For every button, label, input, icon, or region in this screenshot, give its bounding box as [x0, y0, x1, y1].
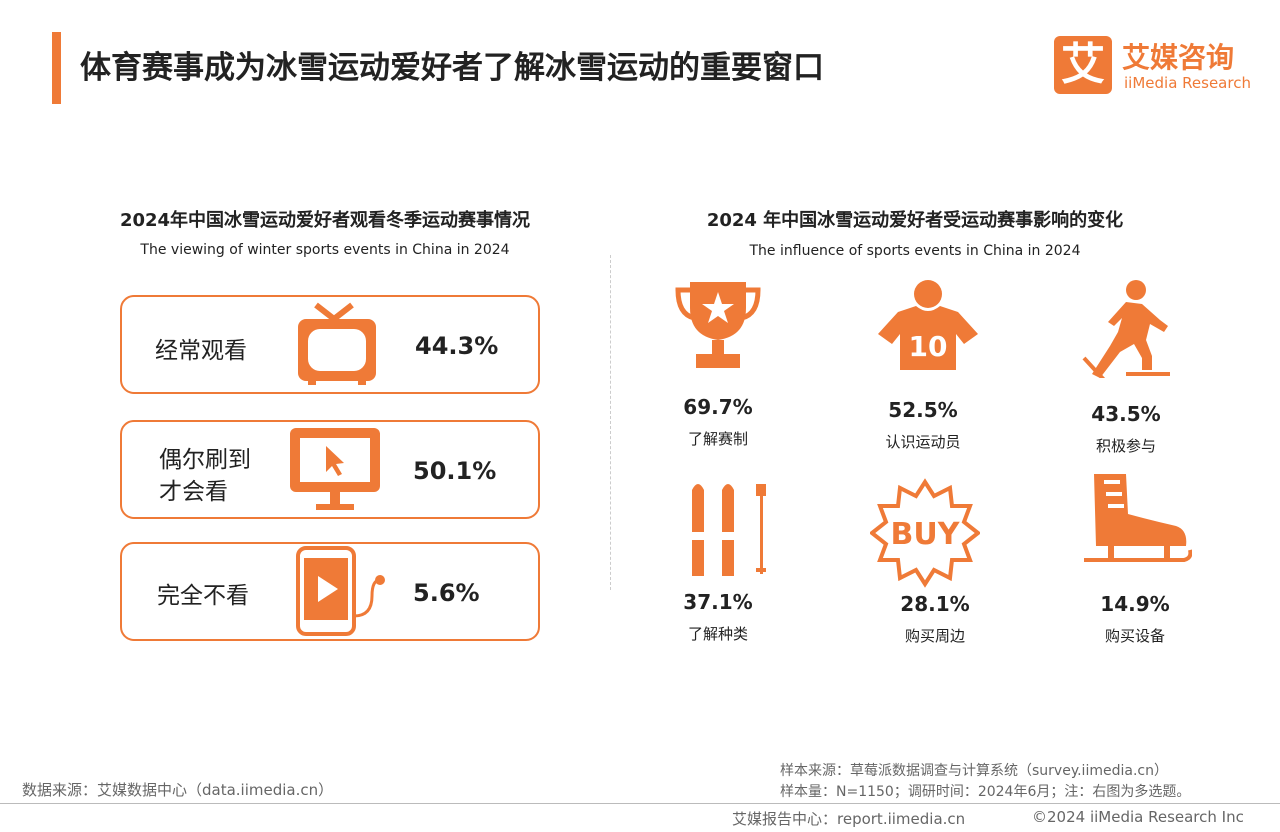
item-label: 才会看 [159, 479, 228, 505]
divider [610, 255, 611, 590]
svg-text:BUY: BUY [891, 517, 961, 552]
skate-icon [1084, 474, 1192, 562]
item-value: 37.1% [683, 590, 753, 614]
footer-line [0, 803, 1280, 804]
item-label: 了解赛制 [687, 430, 748, 448]
page-title: 体育赛事成为冰雪运动爱好者了解冰雪运动的重要窗口 [80, 50, 824, 86]
item-label: 了解种类 [687, 625, 748, 643]
item-value: 43.5% [1091, 402, 1161, 426]
item-value: 50.1% [413, 457, 497, 485]
left-title: 2024年中国冰雪运动爱好者观看冬季运动赛事情况 [119, 210, 531, 231]
jersey-icon: 10 [878, 280, 978, 370]
title-bar [52, 32, 61, 104]
copyright: ©2024 iiMedia Research Inc [1032, 808, 1244, 826]
item-label: 经常观看 [155, 338, 247, 364]
item-box: 经常观看 44.3% [120, 295, 540, 394]
ski-icon [690, 484, 766, 576]
item-label: 购买设备 [1104, 627, 1165, 645]
right-subtitle: The influence of sports events in China … [749, 243, 1081, 259]
trophy-icon [675, 282, 761, 368]
item-value: 52.5% [888, 398, 958, 422]
item-value: 44.3% [415, 332, 499, 360]
buy-icon: BUY [870, 478, 980, 588]
logo-mark: 艾 [1054, 36, 1112, 94]
item-value: 28.1% [900, 592, 970, 616]
skater-icon [1082, 280, 1170, 378]
tv-icon [298, 302, 376, 385]
logo-sub: iiMedia Research [1124, 74, 1251, 92]
item-label: 偶尔刷到 [159, 447, 251, 473]
monitor-icon [290, 428, 380, 510]
left-subtitle: The viewing of winter sports events in C… [140, 242, 510, 258]
sample-info: 样本量：N=1150；调研时间：2024年6月；注：右图为多选题。 [780, 784, 1191, 800]
item-label: 积极参与 [1095, 437, 1156, 455]
logo-name: 艾媒咨询 [1122, 41, 1235, 74]
source: 数据来源：艾媒数据中心（data.iimedia.cn） [22, 781, 334, 799]
item-box: 完全不看 5.6% [120, 542, 540, 641]
phone-icon [296, 546, 385, 636]
report-center: 艾媒报告中心：report.iimedia.cn [732, 810, 966, 828]
right-title: 2024 年中国冰雪运动爱好者受运动赛事影响的变化 [706, 210, 1124, 231]
item-box: 偶尔刷到 才会看 50.1% [120, 420, 540, 519]
item-value: 5.6% [413, 579, 480, 607]
sample-source: 样本来源：草莓派数据调查与计算系统（survey.iimedia.cn） [780, 763, 1168, 779]
item-label: 认识运动员 [885, 433, 961, 451]
item-value: 14.9% [1100, 592, 1170, 616]
svg-text:10: 10 [909, 330, 948, 363]
item-label: 完全不看 [157, 583, 249, 609]
item-value: 69.7% [683, 395, 753, 419]
item-label: 购买周边 [904, 627, 965, 645]
